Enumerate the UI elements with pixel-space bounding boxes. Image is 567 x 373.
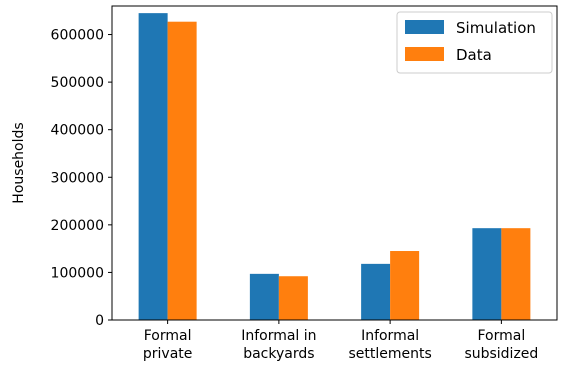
- legend-label-simulation: Simulation: [456, 19, 536, 37]
- y-tick-label: 0: [95, 313, 104, 329]
- y-tick-label: 600000: [51, 28, 104, 44]
- y-tick-label: 300000: [51, 170, 104, 186]
- x-tick-label: Formal subsidized: [464, 328, 538, 362]
- x-tick-label: Formal private: [143, 328, 193, 362]
- bar-simulation-0: [138, 13, 168, 321]
- bar-simulation-1: [249, 273, 279, 320]
- bars-group: [138, 13, 531, 321]
- bar-simulation-3: [472, 228, 502, 320]
- y-axis-label: Households: [11, 122, 27, 203]
- bar-data-0: [167, 21, 197, 320]
- x-tick-label: Informal settlements: [348, 328, 431, 362]
- legend-label-data: Data: [456, 46, 492, 64]
- legend-swatch-simulation: [405, 20, 444, 34]
- y-tick-label: 100000: [51, 265, 104, 281]
- y-axis: 0 100000 200000 300000 400000 500000 600000: [51, 28, 112, 329]
- x-tick-label: Informal in backyards: [241, 328, 316, 362]
- bar-simulation-2: [361, 263, 391, 320]
- bar-data-2: [390, 251, 420, 320]
- plot-frame: [111, 5, 558, 321]
- y-tick-label: 500000: [51, 75, 104, 91]
- bar-data-1: [278, 276, 308, 320]
- legend-swatch-data: [405, 47, 444, 61]
- y-tick-label: 400000: [51, 123, 104, 139]
- legend: Simulation Data: [396, 11, 553, 74]
- bar-data-3: [501, 228, 531, 320]
- y-tick-label: 200000: [51, 218, 104, 234]
- x-axis: Formal private Informal in backyards Informa…: [143, 320, 538, 362]
